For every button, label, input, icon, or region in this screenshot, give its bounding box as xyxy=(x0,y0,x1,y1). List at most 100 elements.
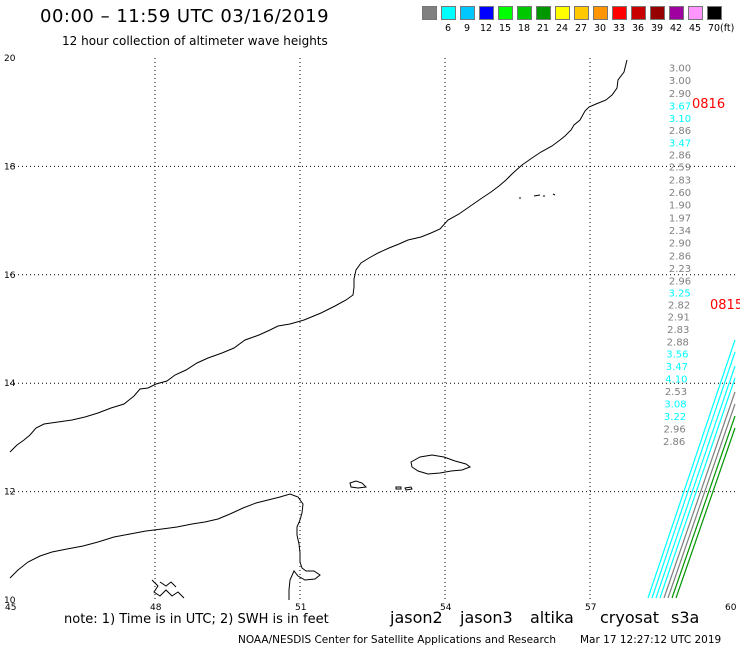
axis-labels: 10 12 14 16 18 20 45 48 51 54 57 60 xyxy=(4,54,737,613)
legend-swatch xyxy=(612,6,627,20)
legend-swatch xyxy=(631,6,646,20)
track-value-label: 2.82 xyxy=(668,300,690,311)
legend-label: 45 xyxy=(688,23,702,34)
track-line xyxy=(663,391,736,599)
track-line xyxy=(651,351,736,599)
legend-swatch xyxy=(479,6,494,20)
track-value-label: 2.90 xyxy=(669,89,691,100)
socotra-island xyxy=(410,454,472,475)
track-value-label: 3.47 xyxy=(669,138,691,149)
track-value-label: 3.25 xyxy=(668,288,690,299)
legend-label: 70 xyxy=(707,23,721,34)
legend-label: 33 xyxy=(612,23,626,34)
lat-tick-label: 18 xyxy=(4,162,16,172)
satellite-s3a: s3a xyxy=(671,608,700,627)
track-line xyxy=(667,403,736,599)
satellite-tracks xyxy=(647,339,736,599)
graticule xyxy=(10,58,735,600)
track-value-label: 2.34 xyxy=(669,226,691,237)
legend-swatch xyxy=(460,6,475,20)
legend-swatch xyxy=(669,6,684,20)
legend-swatch xyxy=(441,6,456,20)
track-value-label: 3.10 xyxy=(669,114,691,125)
track-value-label: 2.91 xyxy=(668,312,690,323)
track-value-label: 2.86 xyxy=(669,150,691,161)
legend-unit: (ft) xyxy=(720,23,735,34)
track-value-label: 2.96 xyxy=(663,425,685,436)
track-line xyxy=(647,339,736,599)
track-value-label: 1.90 xyxy=(669,201,691,212)
legend-swatch xyxy=(593,6,608,20)
coast-wiggles xyxy=(151,579,185,599)
satellite-altika: altika xyxy=(530,608,574,627)
track-value-label: 3.67 xyxy=(669,101,691,112)
legend-label: 12 xyxy=(479,23,493,34)
somalia-coastline xyxy=(9,493,321,600)
track-value-label: 2.23 xyxy=(669,264,691,275)
credit-text: NOAA/NESDIS Center for Satellite Applica… xyxy=(238,634,556,646)
track-value-label: 3.56 xyxy=(666,350,688,361)
lat-tick-label: 12 xyxy=(4,488,15,498)
legend-swatch xyxy=(536,6,551,20)
legend-swatch xyxy=(688,6,703,20)
legend-label: 15 xyxy=(498,23,512,34)
legend-label: 18 xyxy=(517,23,531,34)
satellite-cryosat: cryosat xyxy=(600,608,660,627)
track-line xyxy=(675,427,736,599)
kuria-muria-islands xyxy=(519,193,556,199)
page-subtitle: 12 hour collection of altimeter wave hei… xyxy=(62,34,328,48)
lat-tick-label: 14 xyxy=(4,379,16,389)
track-line xyxy=(655,365,736,599)
lon-tick-label: 57 xyxy=(585,603,596,613)
legend-label: 9 xyxy=(463,23,471,34)
track-line xyxy=(671,415,736,599)
track-value-label: 2.83 xyxy=(667,325,689,336)
track-value-label: 3.00 xyxy=(669,76,691,87)
legend-swatch xyxy=(707,6,722,20)
track-value-label: 4.10 xyxy=(665,375,687,386)
track-value-label: 2.60 xyxy=(669,188,691,199)
track-value-label: 2.86 xyxy=(669,126,691,137)
track-value-label: 2.59 xyxy=(669,163,691,174)
track-value-label: 1.97 xyxy=(669,214,691,225)
coastline xyxy=(9,59,628,600)
track-value-label: 2.86 xyxy=(663,437,685,448)
legend-label: 24 xyxy=(555,23,569,34)
track-time-0815: 0815 xyxy=(710,298,740,313)
islet xyxy=(404,486,413,491)
legend-label: 6 xyxy=(444,23,452,34)
legend-swatch xyxy=(498,6,513,20)
track-value-label: 2.86 xyxy=(669,252,691,263)
legend-swatch xyxy=(517,6,532,20)
lon-tick-label: 45 xyxy=(5,603,16,613)
track-value-label: 2.53 xyxy=(665,387,687,398)
lat-tick-label: 10 xyxy=(4,596,16,606)
track-value-label: 3.22 xyxy=(664,412,686,423)
track-value-label: 2.88 xyxy=(667,337,689,348)
lat-tick-label: 20 xyxy=(4,54,16,64)
arabia-coastline xyxy=(9,59,628,453)
legend-swatch xyxy=(650,6,665,20)
track-value-label: 3.47 xyxy=(666,362,688,373)
track-value-label: 3.08 xyxy=(664,400,686,411)
legend-swatch xyxy=(574,6,589,20)
legend-label: 42 xyxy=(669,23,683,34)
track-line xyxy=(659,377,736,599)
legend-label: 27 xyxy=(574,23,588,34)
legend-label: 36 xyxy=(631,23,645,34)
lat-tick-label: 16 xyxy=(4,271,16,281)
legend-swatch xyxy=(555,6,570,20)
generated-timestamp: Mar 17 12:27:12 UTC 2019 xyxy=(580,634,722,646)
islet xyxy=(395,486,402,490)
legend-swatch xyxy=(422,6,437,20)
track-value-label: 3.00 xyxy=(669,64,691,75)
abd-al-kuri-island xyxy=(349,480,368,489)
legend-label: 30 xyxy=(593,23,607,34)
lon-tick-label: 48 xyxy=(150,603,162,613)
legend-label: 39 xyxy=(650,23,664,34)
track-value-label: 2.83 xyxy=(669,176,691,187)
lon-tick-label: 60 xyxy=(725,603,737,613)
lon-tick-label: 54 xyxy=(440,603,452,613)
footer-note: note: 1) Time is in UTC; 2) SWH is in fe… xyxy=(64,612,329,627)
